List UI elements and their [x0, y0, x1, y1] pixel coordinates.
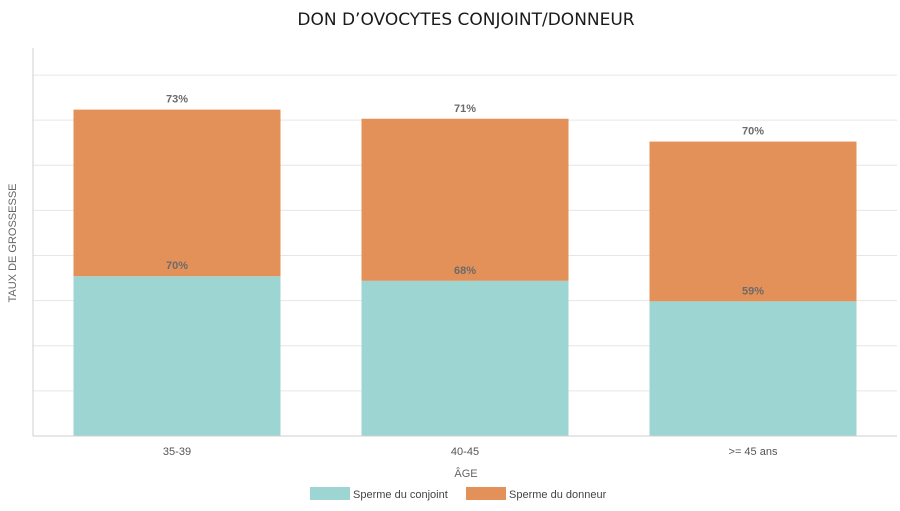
bars — [73, 109, 857, 436]
legend-entry[interactable]: Sperme du donneur — [509, 489, 607, 501]
x-tick-label: 40-45 — [451, 446, 479, 458]
x-tick-labels: 35-39 40-45 >= 45 ans — [163, 446, 778, 458]
bar-conjoint-3 — [649, 301, 857, 436]
bar-donneur-2 — [361, 118, 569, 281]
data-label: 70% — [166, 260, 188, 272]
data-label: 73% — [166, 94, 188, 106]
y-axis-label: TAUX DE GROSSESSE — [7, 184, 19, 303]
bar-conjoint-1 — [73, 276, 281, 436]
legend-swatch — [466, 487, 506, 500]
legend-swatch — [310, 487, 350, 500]
data-label: 68% — [454, 265, 476, 277]
chart-title: DON D’OVOCYTES CONJOINT/DONNEUR — [297, 10, 634, 30]
x-axis-label: ÂGE — [454, 467, 477, 480]
bar-conjoint-2 — [361, 280, 569, 436]
data-label: 71% — [454, 103, 476, 115]
data-label: 59% — [742, 285, 764, 297]
bar-donneur-3 — [649, 141, 857, 302]
legend-entry[interactable]: Sperme du conjoint — [353, 489, 448, 501]
x-tick-label: 35-39 — [163, 446, 191, 458]
legend: Sperme du conjoint Sperme du donneur — [310, 487, 607, 501]
data-label: 70% — [742, 126, 764, 138]
bar-donneur-1 — [73, 109, 281, 277]
x-tick-label: >= 45 ans — [729, 446, 778, 458]
data-labels: 70% 73% 68% 71% 59% 70% — [166, 94, 764, 298]
